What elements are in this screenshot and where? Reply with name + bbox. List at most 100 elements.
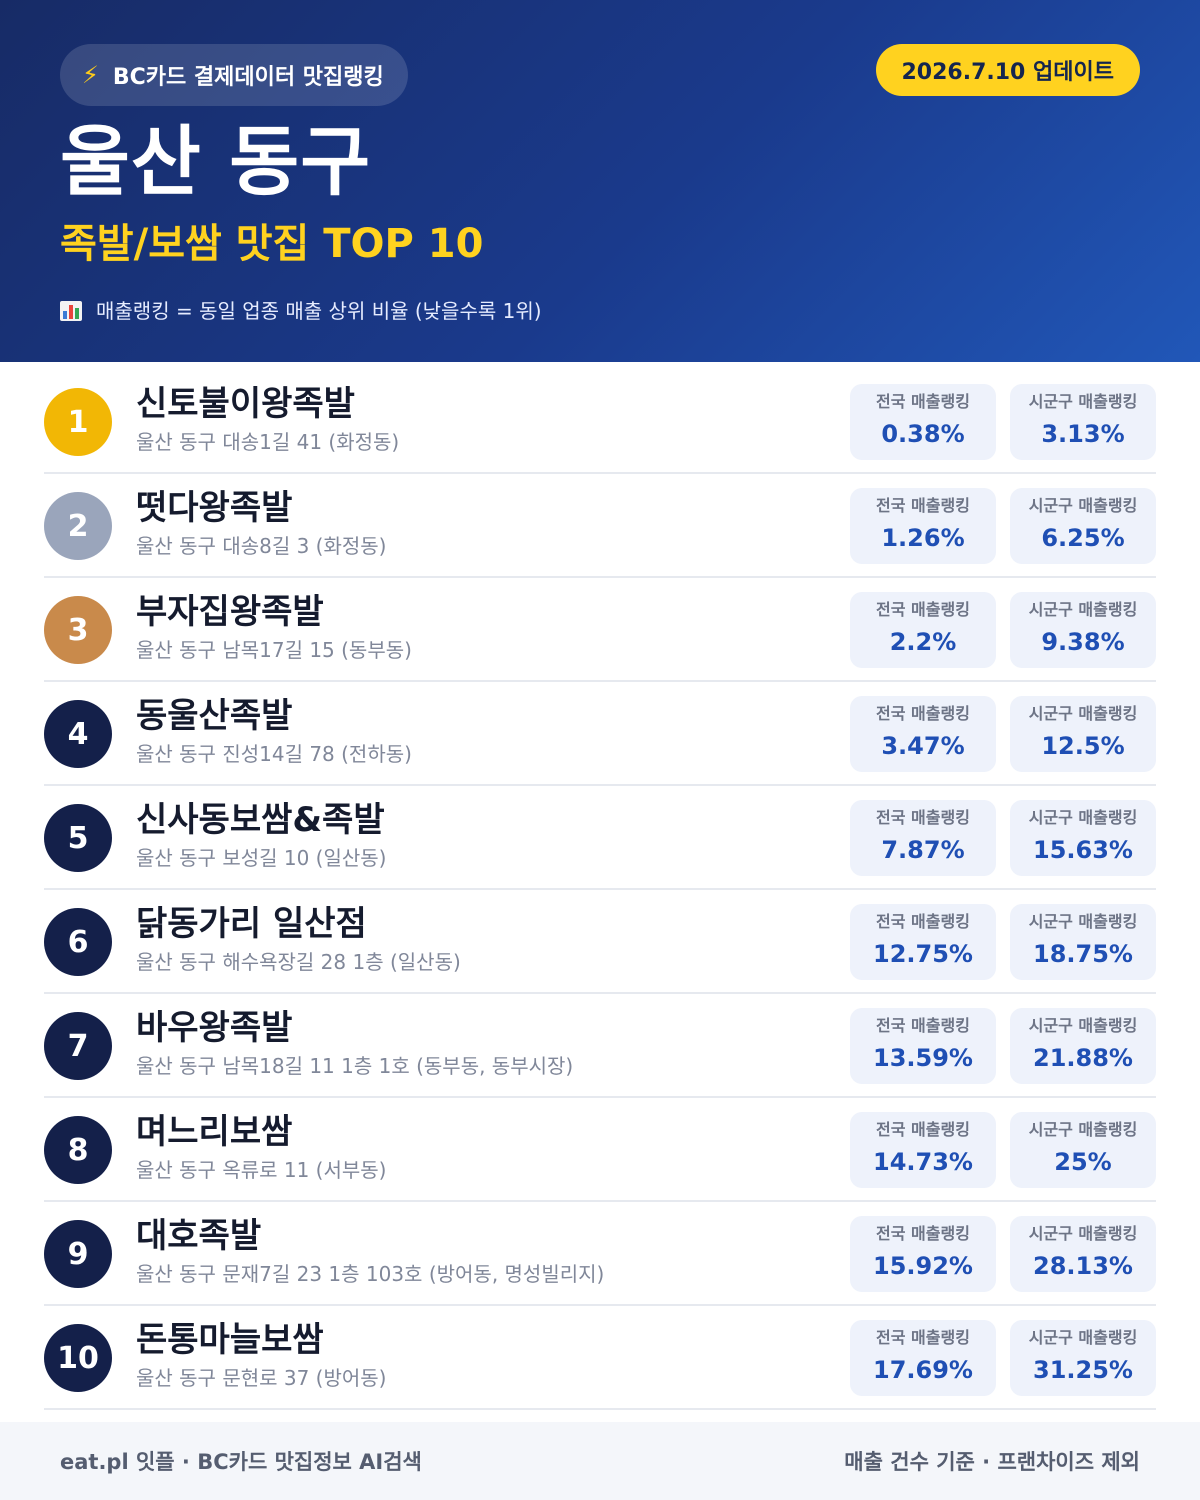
restaurant-address: 울산 동구 대송1길 41 (화정동) <box>136 430 400 454</box>
local-ranking-label: 시군구 매출랭킹 <box>1028 392 1138 411</box>
restaurant-address: 울산 동구 보성길 10 (일산동) <box>136 846 387 870</box>
footer-source: eat.pl 잇플 · BC카드 맛집정보 AI검색 <box>60 1450 422 1474</box>
local-ranking-card: 시군구 매출랭킹 3.13% <box>1010 384 1156 460</box>
restaurant-address: 울산 동구 옥류로 11 (서부동) <box>136 1158 387 1182</box>
local-ranking-value: 21.88% <box>1033 1044 1133 1072</box>
restaurant-address: 울산 동구 대송8길 3 (화정동) <box>136 534 387 558</box>
restaurant-row[interactable]: 4 동울산족발 울산 동구 진성14길 78 (전하동) 전국 매출랭킹 3.4… <box>44 682 1156 786</box>
national-ranking-label: 전국 매출랭킹 <box>876 1016 970 1035</box>
restaurant-row[interactable]: 10 돈통마늘보쌈 울산 동구 문현로 37 (방어동) 전국 매출랭킹 17.… <box>44 1306 1156 1410</box>
local-ranking-card: 시군구 매출랭킹 21.88% <box>1010 1008 1156 1084</box>
restaurant-name[interactable]: 바우왕족발 <box>136 1008 293 1048</box>
rank-badge: 5 <box>44 804 112 872</box>
restaurant-row[interactable]: 6 닭동가리 일산점 울산 동구 해수욕장길 28 1층 (일산동) 전국 매출… <box>44 890 1156 994</box>
rank-badge: 6 <box>44 908 112 976</box>
rank-badge: 8 <box>44 1116 112 1184</box>
restaurant-name[interactable]: 부자집왕족발 <box>136 592 324 632</box>
national-ranking-card: 전국 매출랭킹 1.26% <box>850 488 996 564</box>
national-ranking-label: 전국 매출랭킹 <box>876 1120 970 1139</box>
restaurant-name[interactable]: 닭동가리 일산점 <box>136 904 367 944</box>
national-ranking-card: 전국 매출랭킹 3.47% <box>850 696 996 772</box>
national-ranking-card: 전국 매출랭킹 7.87% <box>850 800 996 876</box>
local-ranking-value: 25% <box>1054 1148 1112 1176</box>
national-ranking-value: 14.73% <box>873 1148 973 1176</box>
restaurant-row[interactable]: 5 신사동보쌈&족발 울산 동구 보성길 10 (일산동) 전국 매출랭킹 7.… <box>44 786 1156 890</box>
local-ranking-card: 시군구 매출랭킹 9.38% <box>1010 592 1156 668</box>
local-ranking-card: 시군구 매출랭킹 15.63% <box>1010 800 1156 876</box>
local-ranking-value: 18.75% <box>1033 940 1133 968</box>
rank-badge: 10 <box>44 1324 112 1392</box>
footer: eat.pl 잇플 · BC카드 맛집정보 AI검색 매출 건수 기준 · 프랜… <box>0 1422 1200 1500</box>
restaurant-name[interactable]: 떳다왕족발 <box>136 488 293 528</box>
rank-badge: 4 <box>44 700 112 768</box>
local-ranking-value: 3.13% <box>1041 420 1125 448</box>
source-badge-label: BC카드 결제데이터 맛집랭킹 <box>112 65 384 90</box>
local-ranking-value: 15.63% <box>1033 836 1133 864</box>
restaurant-row[interactable]: 2 떳다왕족발 울산 동구 대송8길 3 (화정동) 전국 매출랭킹 1.26%… <box>44 474 1156 578</box>
ranking-note-text: 매출랭킹 = 동일 업종 매출 상위 비율 (낮을수록 1위) <box>96 299 542 323</box>
restaurant-address: 울산 동구 문재7길 23 1층 103호 (방어동, 명성빌리지) <box>136 1262 605 1286</box>
national-ranking-value: 7.87% <box>881 836 965 864</box>
local-ranking-card: 시군구 매출랭킹 28.13% <box>1010 1216 1156 1292</box>
rank-badge: 9 <box>44 1220 112 1288</box>
local-ranking-label: 시군구 매출랭킹 <box>1028 1120 1138 1139</box>
region-title: 울산 동구 <box>60 117 372 206</box>
national-ranking-card: 전국 매출랭킹 14.73% <box>850 1112 996 1188</box>
bar-chart-icon <box>60 301 82 321</box>
national-ranking-value: 3.47% <box>881 732 965 760</box>
rank-badge: 3 <box>44 596 112 664</box>
update-date-badge: 2026.7.10 업데이트 <box>875 44 1140 96</box>
rank-badge: 2 <box>44 492 112 560</box>
restaurant-row[interactable]: 1 신토불이왕족발 울산 동구 대송1길 41 (화정동) 전국 매출랭킹 0.… <box>44 370 1156 474</box>
national-ranking-card: 전국 매출랭킹 15.92% <box>850 1216 996 1292</box>
local-ranking-card: 시군구 매출랭킹 25% <box>1010 1112 1156 1188</box>
local-ranking-card: 시군구 매출랭킹 12.5% <box>1010 696 1156 772</box>
national-ranking-label: 전국 매출랭킹 <box>876 392 970 411</box>
national-ranking-card: 전국 매출랭킹 17.69% <box>850 1320 996 1396</box>
restaurant-row[interactable]: 8 며느리보쌈 울산 동구 옥류로 11 (서부동) 전국 매출랭킹 14.73… <box>44 1098 1156 1202</box>
restaurant-address: 울산 동구 진성14길 78 (전하동) <box>136 742 412 766</box>
local-ranking-label: 시군구 매출랭킹 <box>1028 496 1138 515</box>
local-ranking-value: 28.13% <box>1033 1252 1133 1280</box>
restaurant-name[interactable]: 며느리보쌈 <box>136 1112 293 1152</box>
restaurant-name[interactable]: 대호족발 <box>136 1216 262 1256</box>
national-ranking-value: 0.38% <box>881 420 965 448</box>
restaurant-name[interactable]: 동울산족발 <box>136 696 293 736</box>
local-ranking-label: 시군구 매출랭킹 <box>1028 1016 1138 1035</box>
national-ranking-label: 전국 매출랭킹 <box>876 808 970 827</box>
restaurant-address: 울산 동구 남목17길 15 (동부동) <box>136 638 412 662</box>
local-ranking-label: 시군구 매출랭킹 <box>1028 1224 1138 1243</box>
local-ranking-card: 시군구 매출랭킹 31.25% <box>1010 1320 1156 1396</box>
local-ranking-value: 31.25% <box>1033 1356 1133 1384</box>
national-ranking-value: 12.75% <box>873 940 973 968</box>
national-ranking-card: 전국 매출랭킹 12.75% <box>850 904 996 980</box>
footer-criteria: 매출 건수 기준 · 프랜차이즈 제외 <box>844 1450 1140 1474</box>
local-ranking-label: 시군구 매출랭킹 <box>1028 1328 1138 1347</box>
national-ranking-value: 13.59% <box>873 1044 973 1072</box>
restaurant-name[interactable]: 돈통마늘보쌈 <box>136 1320 324 1360</box>
national-ranking-label: 전국 매출랭킹 <box>876 1328 970 1347</box>
local-ranking-value: 9.38% <box>1041 628 1125 656</box>
national-ranking-value: 15.92% <box>873 1252 973 1280</box>
rank-badge: 1 <box>44 388 112 456</box>
restaurant-row[interactable]: 9 대호족발 울산 동구 문재7길 23 1층 103호 (방어동, 명성빌리지… <box>44 1202 1156 1306</box>
category-subtitle: 족발/보쌈 맛집 TOP 10 <box>60 221 484 267</box>
restaurant-name[interactable]: 신사동보쌈&족발 <box>136 800 385 840</box>
restaurant-name[interactable]: 신토불이왕족발 <box>136 384 355 424</box>
restaurant-address: 울산 동구 남목18길 11 1층 1호 (동부동, 동부시장) <box>136 1054 574 1078</box>
restaurant-list: 1 신토불이왕족발 울산 동구 대송1길 41 (화정동) 전국 매출랭킹 0.… <box>44 370 1156 1410</box>
national-ranking-label: 전국 매출랭킹 <box>876 1224 970 1243</box>
national-ranking-card: 전국 매출랭킹 13.59% <box>850 1008 996 1084</box>
restaurant-row[interactable]: 3 부자집왕족발 울산 동구 남목17길 15 (동부동) 전국 매출랭킹 2.… <box>44 578 1156 682</box>
local-ranking-label: 시군구 매출랭킹 <box>1028 704 1138 723</box>
local-ranking-value: 12.5% <box>1041 732 1125 760</box>
lightning-bolt-icon: ⚡ <box>82 61 99 89</box>
restaurant-address: 울산 동구 해수욕장길 28 1층 (일산동) <box>136 950 461 974</box>
national-ranking-card: 전국 매출랭킹 2.2% <box>850 592 996 668</box>
national-ranking-value: 1.26% <box>881 524 965 552</box>
restaurant-row[interactable]: 7 바우왕족발 울산 동구 남목18길 11 1층 1호 (동부동, 동부시장)… <box>44 994 1156 1098</box>
local-ranking-value: 6.25% <box>1041 524 1125 552</box>
local-ranking-card: 시군구 매출랭킹 18.75% <box>1010 904 1156 980</box>
national-ranking-label: 전국 매출랭킹 <box>876 912 970 931</box>
national-ranking-label: 전국 매출랭킹 <box>876 600 970 619</box>
